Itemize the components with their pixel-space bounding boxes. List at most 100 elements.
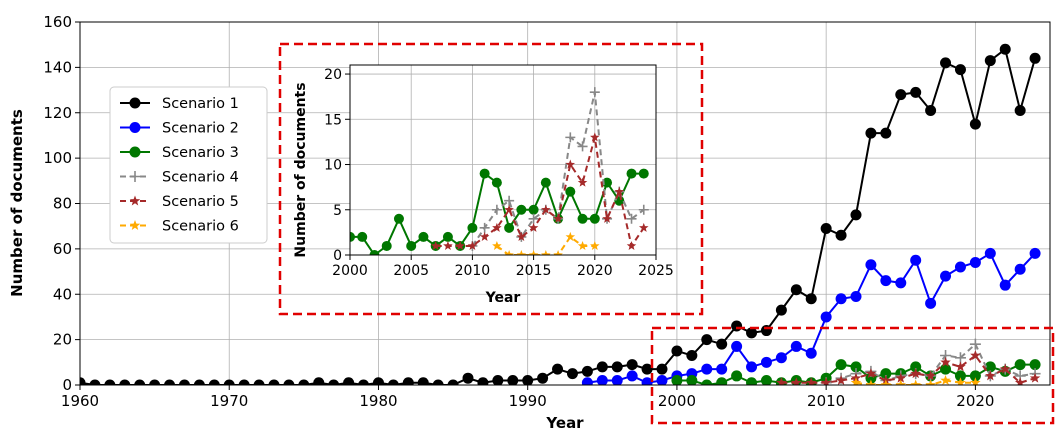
main-point-scenario-1: [671, 345, 683, 357]
main-point-scenario-3: [686, 374, 698, 385]
main-point-scenario-1: [880, 127, 892, 139]
inset-point-scenario-3: [565, 186, 576, 197]
inset-y-tick-label: 15: [324, 112, 342, 128]
inset-point-scenario-4: [479, 222, 490, 233]
main-point-scenario-2: [596, 374, 608, 385]
legend-marker-scenario-5: [129, 195, 141, 206]
inset-point-scenario-5: [590, 132, 600, 142]
inset-point-scenario-5: [626, 240, 637, 250]
main-point-scenario-2: [1014, 263, 1026, 275]
main-point-scenario-1: [746, 327, 758, 339]
main-point-scenario-1: [716, 338, 728, 350]
legend-entry-scenario-1: Scenario 1: [120, 96, 239, 112]
main-x-tick-label: 2000: [658, 392, 696, 410]
main-y-tick-label: 20: [53, 331, 72, 349]
main-point-scenario-2: [581, 377, 593, 385]
main-point-scenario-2: [925, 297, 937, 309]
main-point-scenario-5: [925, 370, 936, 381]
main-point-scenario-3: [880, 368, 892, 380]
main-point-scenario-2: [716, 363, 728, 375]
main-point-scenario-6: [895, 379, 906, 385]
main-y-tick-label: 160: [43, 13, 72, 31]
legend-label-scenario-1: Scenario 1: [162, 96, 239, 112]
legend-label-scenario-4: Scenario 4: [162, 170, 239, 186]
main-point-scenario-1: [596, 361, 608, 373]
main-point-scenario-1: [969, 118, 981, 130]
inset-point-scenario-6: [553, 250, 563, 255]
main-point-scenario-1: [149, 379, 161, 385]
main-point-scenario-3: [746, 377, 758, 385]
legend-label-scenario-5: Scenario 5: [162, 194, 239, 210]
main-point-scenario-1: [89, 379, 101, 385]
main-point-scenario-1: [1029, 52, 1041, 64]
inset-point-scenario-4: [528, 213, 539, 224]
main-point-scenario-5: [940, 356, 951, 367]
inset-point-scenario-3: [406, 240, 417, 251]
main-point-scenario-2: [835, 293, 847, 305]
inset-point-scenario-5: [455, 240, 465, 250]
inset-x-tick-label: 2015: [516, 263, 552, 279]
inset-point-scenario-3: [393, 213, 404, 224]
main-point-scenario-1: [492, 374, 504, 385]
inset-point-scenario-3: [491, 177, 502, 188]
main-y-tick-label: 60: [53, 240, 72, 258]
main-point-scenario-2: [641, 377, 653, 385]
main-point-scenario-2: [746, 361, 758, 373]
inset-point-scenario-5: [443, 240, 453, 250]
legend-entry-scenario-3: Scenario 3: [120, 145, 239, 161]
main-y-tick-label: 40: [53, 285, 72, 303]
inset-point-scenario-5: [516, 231, 527, 241]
main-point-scenario-5: [806, 377, 817, 385]
main-point-scenario-3: [910, 361, 922, 373]
main-point-scenario-1: [372, 377, 384, 385]
main-point-scenario-1: [477, 377, 489, 385]
inset-point-scenario-4: [589, 87, 600, 98]
main-point-scenario-3: [850, 361, 862, 373]
main-point-scenario-3: [1029, 359, 1041, 371]
main-point-scenario-1: [656, 363, 668, 375]
main-point-scenario-3: [940, 363, 952, 375]
inset-series-scenario-6: [492, 231, 600, 255]
main-point-scenario-1: [820, 222, 832, 234]
main-point-scenario-5: [1029, 372, 1041, 383]
legend-label-scenario-3: Scenario 3: [162, 145, 239, 161]
main-point-scenario-1: [104, 379, 116, 385]
inset-plot-frame: [349, 64, 657, 256]
main-point-scenario-1: [298, 379, 310, 385]
main-point-scenario-1: [417, 377, 429, 385]
inset-point-scenario-4: [626, 213, 637, 224]
main-series-scenario-2: [581, 247, 1041, 385]
main-point-scenario-1: [805, 293, 817, 305]
main-point-scenario-2: [731, 340, 743, 352]
main-point-scenario-6: [865, 379, 877, 385]
main-y-tick-label: 100: [43, 149, 72, 167]
main-point-scenario-3: [984, 361, 996, 373]
legend-box: [109, 86, 268, 244]
inset-point-scenario-3: [577, 213, 588, 224]
main-point-scenario-1: [865, 127, 877, 139]
main-point-scenario-1: [999, 43, 1011, 55]
main-point-scenario-1: [775, 304, 787, 316]
inset-x-tick-label: 2000: [332, 263, 368, 279]
inset-x-tick-label: 2010: [455, 263, 491, 279]
main-point-scenario-2: [701, 363, 713, 375]
main-point-scenario-2: [775, 352, 787, 364]
main-point-scenario-1: [566, 368, 578, 380]
main-point-scenario-1: [328, 379, 340, 385]
inset-point-scenario-5: [602, 213, 612, 223]
main-point-scenario-5: [865, 368, 877, 379]
inset-point-scenario-5: [528, 222, 539, 232]
legend: Scenario 1 Scenario 2 Scenario 3 Scenario 4…: [109, 86, 268, 244]
legend-entry-scenario-4: Scenario 4: [120, 170, 239, 186]
main-point-scenario-2: [626, 370, 638, 382]
main-point-scenario-2: [984, 247, 996, 259]
main-point-scenario-3: [716, 377, 728, 385]
main-point-scenario-2: [790, 340, 802, 352]
main-point-scenario-6: [880, 379, 892, 385]
inset-x-tick-label: 2025: [638, 263, 674, 279]
main-point-scenario-2: [940, 270, 952, 282]
main-line-scenario-6: [855, 379, 976, 385]
main-point-scenario-5: [776, 377, 787, 385]
main-point-scenario-2: [1029, 247, 1041, 259]
main-point-scenario-6: [970, 377, 981, 385]
